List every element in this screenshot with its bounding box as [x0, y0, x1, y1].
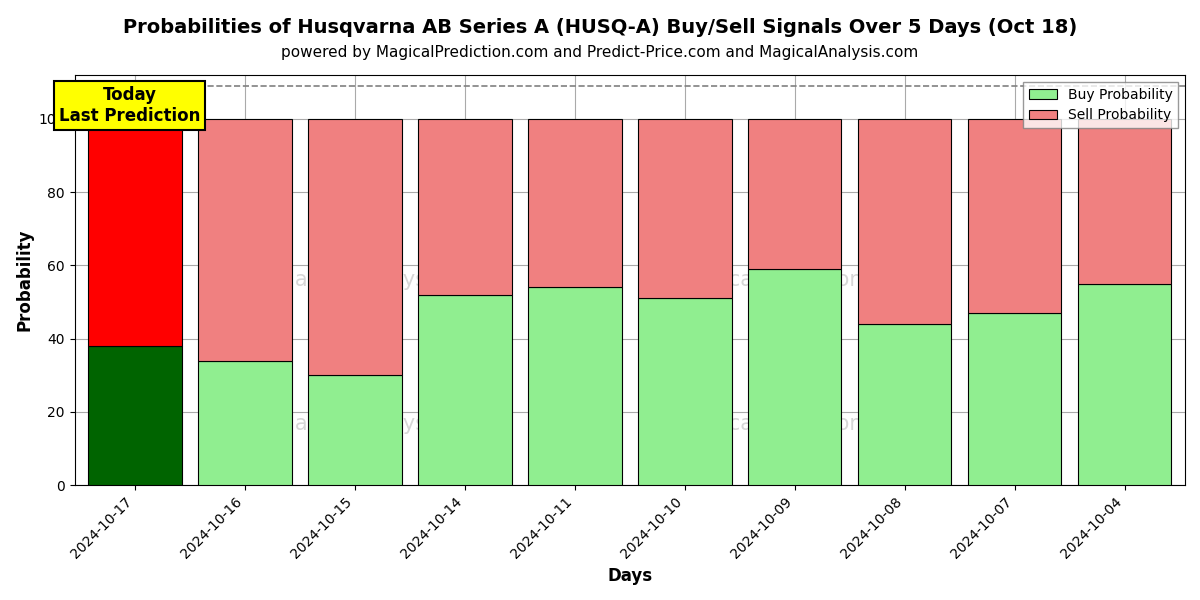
Bar: [1078, 284, 1171, 485]
Bar: [638, 298, 732, 485]
Bar: [1078, 119, 1171, 284]
Bar: [968, 119, 1061, 313]
Bar: [748, 269, 841, 485]
Bar: [638, 119, 732, 298]
Bar: [89, 346, 182, 485]
Legend: Buy Probability, Sell Probability: Buy Probability, Sell Probability: [1024, 82, 1178, 128]
Bar: [528, 119, 622, 287]
X-axis label: Days: Days: [607, 567, 653, 585]
Bar: [89, 119, 182, 346]
Text: Probabilities of Husqvarna AB Series A (HUSQ-A) Buy/Sell Signals Over 5 Days (Oc: Probabilities of Husqvarna AB Series A (…: [122, 18, 1078, 37]
Bar: [528, 287, 622, 485]
Text: MagicalAnalysis.com: MagicalAnalysis.com: [277, 413, 494, 434]
Bar: [419, 119, 511, 295]
Text: Today
Last Prediction: Today Last Prediction: [59, 86, 200, 125]
Text: MagicalPrediction.com: MagicalPrediction.com: [679, 413, 913, 434]
Y-axis label: Probability: Probability: [16, 229, 34, 331]
Text: MagicalPrediction.com: MagicalPrediction.com: [679, 270, 913, 290]
Bar: [748, 119, 841, 269]
Bar: [419, 295, 511, 485]
Bar: [308, 119, 402, 375]
Bar: [968, 313, 1061, 485]
Bar: [858, 119, 952, 324]
Bar: [198, 119, 292, 361]
Text: MagicalAnalysis.com: MagicalAnalysis.com: [277, 270, 494, 290]
Text: powered by MagicalPrediction.com and Predict-Price.com and MagicalAnalysis.com: powered by MagicalPrediction.com and Pre…: [281, 45, 919, 60]
Bar: [198, 361, 292, 485]
Bar: [308, 375, 402, 485]
Bar: [858, 324, 952, 485]
